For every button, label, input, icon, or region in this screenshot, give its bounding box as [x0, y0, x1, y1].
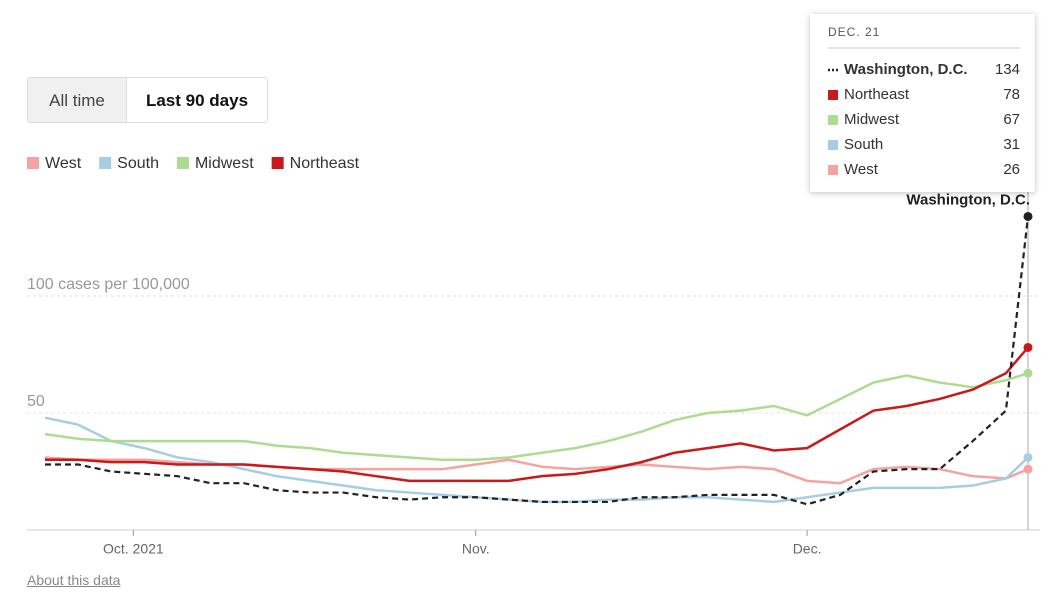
- end-point: [1023, 464, 1033, 474]
- series-line: [44, 372, 1029, 462]
- y-tick-label: 50: [27, 393, 45, 410]
- legend-swatch: [27, 157, 39, 169]
- end-point: [1023, 452, 1033, 462]
- tooltip-value: 78: [1003, 86, 1020, 103]
- tooltip-swatch: [828, 115, 838, 125]
- tooltip-value: 67: [1003, 111, 1020, 128]
- tooltip-swatch: [828, 140, 838, 150]
- legend-swatch: [176, 157, 189, 169]
- legend-swatch: [99, 157, 112, 169]
- legend-label: West: [45, 155, 82, 172]
- tooltip-name: Northeast: [844, 86, 910, 103]
- series-line: [45, 346, 1029, 483]
- series-line: [44, 416, 1029, 504]
- series-line: [45, 216, 1030, 506]
- tooltip-name: South: [844, 136, 883, 153]
- tooltip: DEC. 21 Washington, D.C. 134 Northeast 78 Mi…: [810, 14, 1035, 192]
- tooltip-name: Washington, D.C.: [844, 61, 968, 78]
- tooltip-name: Midwest: [844, 111, 900, 128]
- legend-swatch: [271, 157, 284, 169]
- tooltip-date: DEC. 21: [828, 25, 880, 39]
- tooltip-body: DEC. 21 Washington, D.C. 134 Northeast 78 Mi…: [828, 25, 1020, 178]
- tooltip-name: West: [844, 161, 879, 178]
- legend-label: Midwest: [195, 155, 254, 172]
- end-point: [1023, 368, 1033, 378]
- x-tick-label: Dec.: [793, 541, 822, 557]
- legend-label: South: [117, 155, 159, 172]
- last-90-days-button[interactable]: Last 90 days: [126, 77, 268, 123]
- x-tick-label: Nov.: [462, 541, 490, 557]
- end-point: [1023, 342, 1033, 352]
- tooltip-value: 26: [1003, 161, 1020, 178]
- tooltip-swatch: [828, 165, 838, 175]
- end-point: [1023, 211, 1033, 221]
- legend-label: Northeast: [290, 155, 360, 172]
- x-tick-label: Oct. 2021: [103, 541, 164, 557]
- tooltip-value: 134: [995, 61, 1020, 78]
- about-link[interactable]: About this data: [27, 572, 121, 588]
- series-line: [44, 456, 1029, 485]
- y-tick-label: 100 cases per 100,000: [27, 276, 190, 293]
- line-label: Washington, D.C.: [906, 191, 1030, 208]
- tooltip-swatch: [828, 90, 838, 100]
- tooltip-value: 31: [1003, 136, 1020, 153]
- all-time-button[interactable]: All time: [27, 77, 127, 123]
